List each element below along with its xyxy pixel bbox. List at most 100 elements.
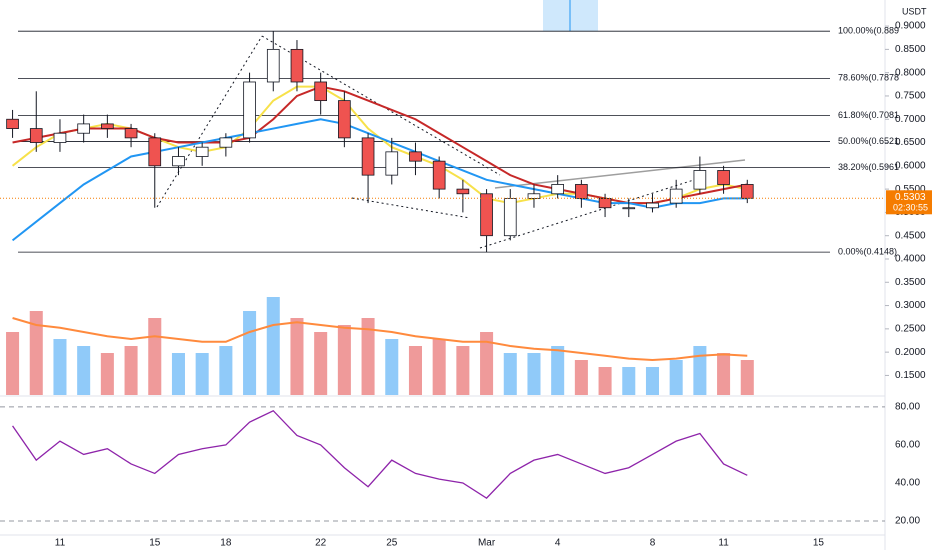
- last-price-label: 0.5303: [895, 192, 926, 203]
- y-tick-label: 0.3500: [895, 277, 926, 288]
- x-tick-label: Mar: [478, 538, 496, 549]
- channel-line: [494, 159, 746, 189]
- candle-body: [6, 118, 19, 129]
- volume-bar: [408, 346, 422, 395]
- volume-bar: [717, 353, 731, 395]
- candle-body: [598, 198, 612, 209]
- volume-bar: [622, 367, 636, 395]
- volume-bar: [480, 332, 494, 395]
- volume-bar: [29, 311, 43, 395]
- candle-body: [124, 128, 138, 139]
- volume-bar: [385, 339, 399, 395]
- candle-body: [29, 128, 43, 143]
- candle-body: [503, 198, 517, 237]
- x-tick-label: 15: [149, 538, 161, 549]
- candle-body: [740, 184, 754, 199]
- volume-bar: [527, 353, 541, 395]
- volume-bar: [432, 339, 446, 395]
- candle-body: [243, 81, 256, 139]
- candle-body: [361, 137, 375, 176]
- volume-bar: [148, 318, 162, 395]
- volume-bar: [551, 346, 565, 395]
- x-tick-label: 25: [386, 538, 398, 549]
- volume-bar: [337, 325, 351, 395]
- fib-label: 100.00%(0.889: [838, 26, 899, 36]
- candle-body: [195, 146, 209, 157]
- countdown-label: 02:30:55: [893, 203, 928, 213]
- candle-body: [646, 202, 659, 209]
- candle-body: [219, 137, 233, 148]
- volume-bar: [195, 353, 209, 395]
- candle-body: [622, 207, 636, 210]
- candle-body: [385, 151, 399, 176]
- candle-body: [480, 193, 493, 237]
- fib-label: 61.80%(0.7081: [838, 110, 899, 120]
- volume-bar: [100, 353, 114, 395]
- x-tick-label: 4: [555, 538, 561, 549]
- candle-body: [101, 123, 114, 129]
- volume-bar: [6, 332, 20, 395]
- moving-average: [11, 118, 748, 242]
- candle-body: [77, 123, 90, 134]
- volume-bar: [124, 346, 138, 395]
- y-tick-label: 0.7000: [895, 114, 926, 125]
- candle-body: [575, 184, 588, 199]
- x-tick-label: 15: [813, 538, 825, 549]
- fib-label: 78.60%(0.7878: [838, 73, 899, 83]
- y-tick-label: 60.00: [895, 440, 920, 451]
- candle-body: [314, 81, 327, 102]
- fib-label: 50.00%(0.6521: [838, 136, 899, 146]
- candle-body: [338, 100, 351, 139]
- candle-body: [551, 184, 564, 195]
- x-tick-label: 8: [650, 538, 656, 549]
- volume-bar: [171, 353, 185, 395]
- volume-bar: [598, 367, 612, 395]
- y-tick-label: 0.6500: [895, 137, 926, 148]
- volume-bar: [669, 360, 683, 395]
- volume-bar: [574, 360, 588, 395]
- x-tick-label: 18: [220, 538, 232, 549]
- y-tick-label: 0.1500: [895, 370, 926, 381]
- y-tick-label: 0.3000: [895, 300, 926, 311]
- volume-bar: [503, 353, 517, 395]
- candle-body: [148, 137, 162, 167]
- trendline: [479, 177, 701, 249]
- y-tick-label: 0.5500: [895, 184, 926, 195]
- y-tick-label: 80.00: [895, 402, 920, 413]
- candle-body: [432, 160, 446, 190]
- currency-label: USDT: [902, 6, 927, 16]
- candle-body: [717, 170, 730, 185]
- y-tick-label: 0.8000: [895, 67, 926, 78]
- y-tick-label: 0.4500: [895, 230, 926, 241]
- candle-body: [172, 156, 185, 167]
- trendline: [156, 35, 263, 208]
- last-price-box: [886, 190, 932, 215]
- candle-body: [266, 48, 280, 83]
- x-tick-label: 11: [55, 538, 66, 549]
- y-tick-label: 40.00: [895, 478, 920, 489]
- candle-body: [53, 132, 67, 143]
- volume-average: [12, 317, 748, 362]
- volume-bar: [314, 332, 328, 395]
- candle-body: [669, 188, 683, 204]
- x-tick-label: 22: [315, 538, 327, 549]
- y-tick-label: 0.9000: [895, 21, 926, 32]
- volume-bar: [53, 339, 67, 395]
- y-tick-label: 20.00: [895, 516, 920, 527]
- volume-bar: [740, 360, 754, 395]
- volume-bar: [290, 318, 304, 395]
- candle-body: [290, 48, 304, 83]
- candle-body: [527, 193, 541, 199]
- volume-bar: [456, 346, 470, 395]
- y-tick-label: 0.7500: [895, 91, 926, 102]
- y-tick-label: 0.4000: [895, 254, 926, 265]
- fib-label: 38.20%(0.5961: [838, 162, 899, 172]
- y-tick-label: 0.2000: [895, 347, 926, 358]
- volume-bar: [243, 311, 257, 395]
- y-tick-label: 0.8500: [895, 44, 926, 55]
- volume-bar: [361, 318, 375, 395]
- candle-body: [409, 151, 422, 162]
- volume-bar: [219, 346, 233, 395]
